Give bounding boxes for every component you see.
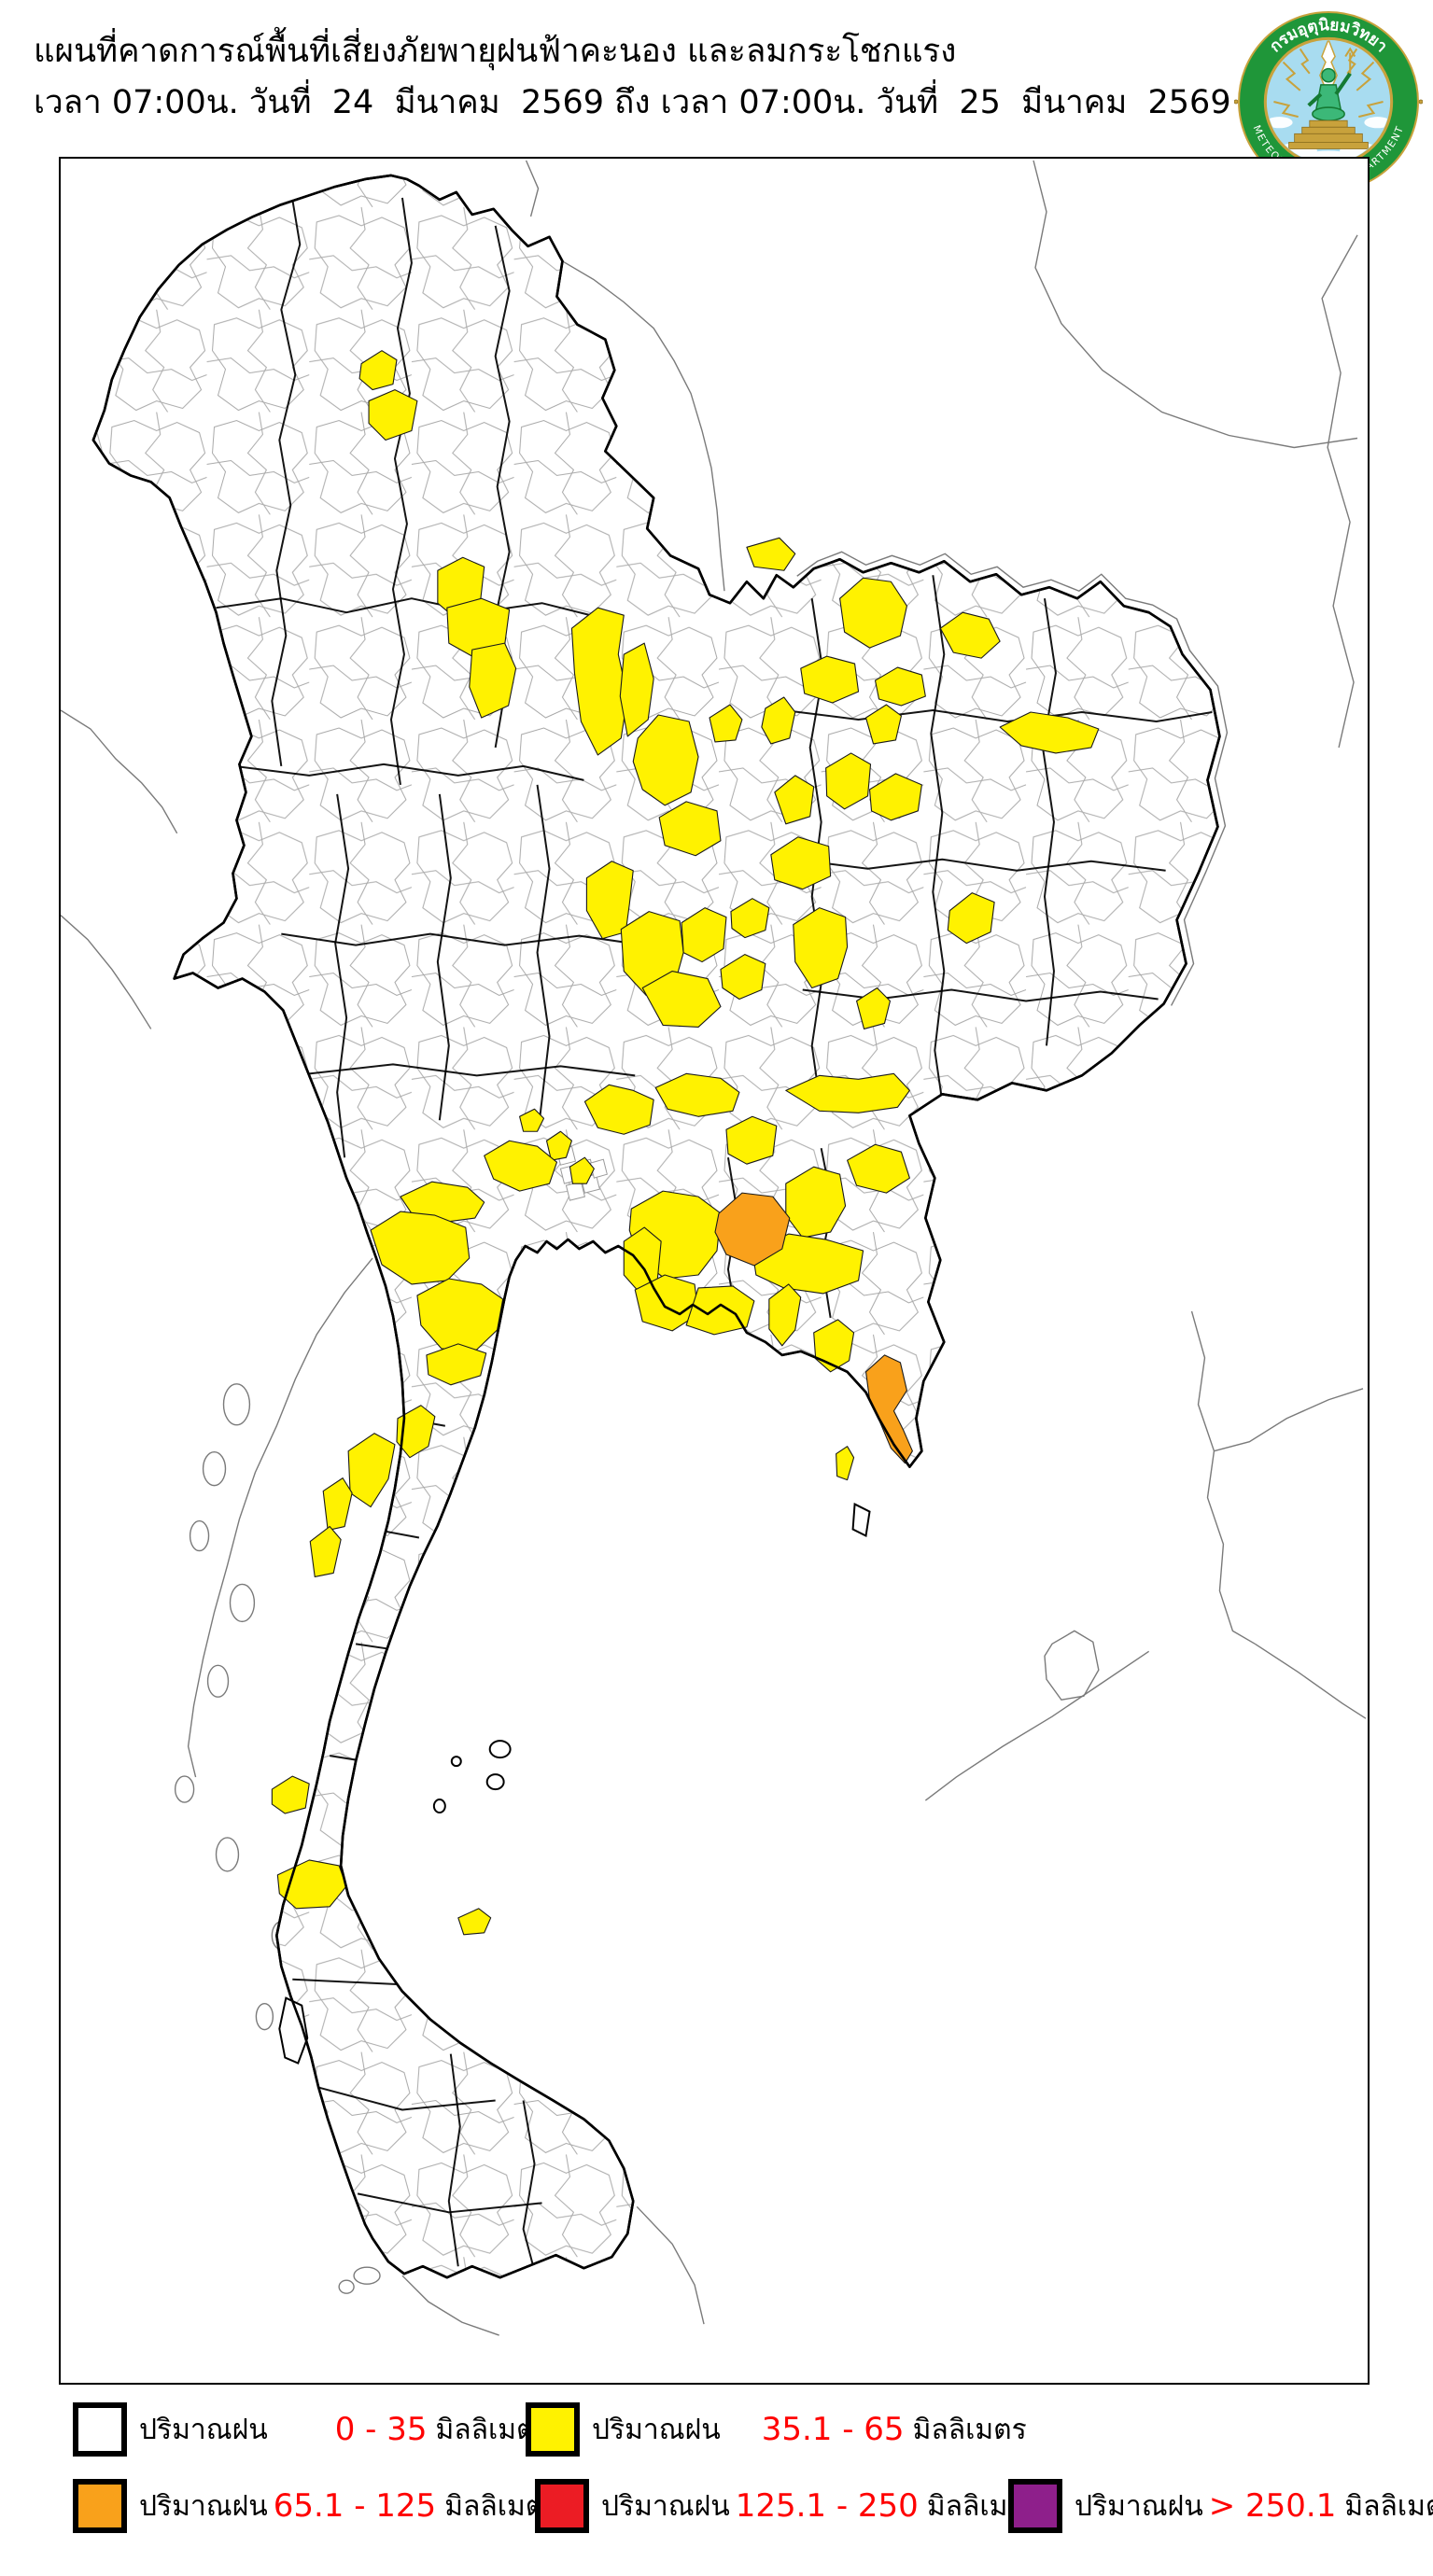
risk-district-yellow — [276, 1859, 347, 1910]
legend-item-over-250: ปริมาณฝน > 250.1 มิลลิเมตร — [1008, 2477, 1433, 2535]
risk-district-yellow — [774, 775, 815, 825]
page-title: แผนที่คาดการณ์พื้นที่เสี่ยงภัยพายุฝนฟ้าค… — [34, 33, 957, 70]
thailand-risk-map — [61, 160, 1367, 2336]
risk-district-yellow — [761, 696, 796, 745]
risk-district-yellow — [768, 1283, 802, 1347]
legend-item-35-65: ปริมาณฝน 35.1 - 65 มิลลิเมตร — [526, 2401, 1027, 2458]
logo-seal-icon: กรมอุตุนิยมวิทยา METEOROLOGICAL DEPARTME… — [1233, 11, 1424, 192]
risk-district-yellow — [583, 1084, 654, 1135]
risk-district-yellow — [632, 714, 699, 806]
legend-range: > 250.1 — [1208, 2487, 1337, 2525]
risk-district-yellow — [730, 898, 770, 939]
legend-item-125-250: ปริมาณฝน 125.1 - 250 มิลลิเมตร — [535, 2477, 1041, 2535]
risk-district-yellow — [770, 836, 832, 890]
risk-district-yellow — [469, 642, 517, 719]
risk-district-layer — [271, 350, 1100, 1936]
risk-district-yellow — [585, 861, 634, 940]
legend-label: ปริมาณฝน — [592, 2413, 721, 2446]
legend-swatch-yellow — [526, 2402, 580, 2457]
legend-swatch-white — [73, 2402, 127, 2457]
legend-range: 125.1 - 250 — [735, 2487, 919, 2525]
legend-range: 65.1 - 125 — [273, 2487, 437, 2525]
risk-district-yellow — [322, 1477, 353, 1532]
legend-item-0-35: ปริมาณฝน 0 - 35 มิลลิเมตร — [73, 2401, 550, 2458]
risk-district-yellow — [825, 752, 872, 810]
logo-center-art — [1267, 40, 1390, 163]
risk-district-yellow — [309, 1525, 342, 1577]
risk-district-yellow — [426, 1343, 487, 1386]
risk-district-yellow — [999, 711, 1100, 754]
risk-district-yellow — [484, 1140, 558, 1192]
risk-district-yellow — [271, 1775, 310, 1814]
risk-district-yellow — [864, 704, 902, 745]
risk-district-yellow — [368, 389, 418, 441]
risk-district-yellow — [785, 1072, 910, 1113]
legend-label: ปริมาณฝน — [1075, 2489, 1203, 2523]
risk-district-yellow — [800, 655, 860, 704]
page-subtitle-date-range: เวลา 07:00น. วันที่ 24 มีนาคม 2569 ถึง เ… — [34, 84, 1231, 121]
header: แผนที่คาดการณ์พื้นที่เสี่ยงภัยพายุฝนฟ้าค… — [34, 26, 1231, 129]
legend-swatch-purple — [1008, 2479, 1062, 2533]
risk-district-yellow — [847, 1143, 910, 1194]
risk-district-orange — [714, 1192, 791, 1267]
risk-district-yellow — [725, 1115, 778, 1165]
thailand-outline — [91, 174, 1221, 2279]
risk-district-yellow — [947, 892, 995, 945]
legend-unit: มิลลิเมตร — [1344, 2489, 1433, 2523]
legend-swatch-red — [535, 2479, 589, 2533]
legend-label: ปริมาณฝน — [601, 2489, 730, 2523]
risk-district-yellow — [658, 801, 722, 857]
risk-district-yellow — [839, 577, 907, 649]
risk-district-yellow — [654, 1072, 740, 1117]
legend-label: ปริมาณฝน — [139, 2413, 268, 2446]
legend-label: ปริมาณฝน — [139, 2489, 268, 2523]
risk-district-yellow — [793, 907, 849, 989]
risk-district-yellow — [836, 1446, 855, 1481]
neighbor-country-borders — [61, 160, 1367, 2336]
meteorological-department-logo: กรมอุตุนิยมวิทยา METEOROLOGICAL DEPARTME… — [1233, 7, 1424, 196]
legend-range: 35.1 - 65 — [761, 2411, 905, 2448]
legend-range: 0 - 35 — [334, 2411, 428, 2448]
risk-district-yellow — [720, 954, 766, 1001]
risk-district-yellow — [457, 1908, 492, 1936]
legend-unit: มิลลิเมตร — [912, 2413, 1027, 2446]
risk-district-yellow — [347, 1433, 396, 1508]
risk-district-yellow — [641, 970, 722, 1028]
risk-district-yellow — [681, 907, 727, 963]
legend-item-65-125: ปริมาณฝน 65.1 - 125 มิลลิเมตร — [73, 2477, 558, 2535]
risk-district-yellow — [856, 987, 892, 1029]
risk-district-yellow — [519, 1108, 545, 1132]
legend-swatch-orange — [73, 2479, 127, 2533]
risk-district-yellow — [685, 1285, 755, 1336]
risk-district-yellow — [868, 773, 922, 821]
thai-islands — [278, 1503, 871, 2065]
forecast-map-frame — [59, 157, 1370, 2385]
risk-district-yellow — [569, 1156, 595, 1184]
risk-district-yellow — [746, 537, 796, 571]
risk-district-yellow — [619, 642, 654, 737]
risk-district-yellow — [939, 611, 1001, 659]
risk-district-yellow — [709, 704, 743, 743]
risk-district-yellow — [370, 1211, 471, 1285]
risk-district-yellow — [358, 350, 398, 391]
risk-district-yellow — [874, 666, 926, 707]
risk-district-yellow — [396, 1405, 436, 1459]
